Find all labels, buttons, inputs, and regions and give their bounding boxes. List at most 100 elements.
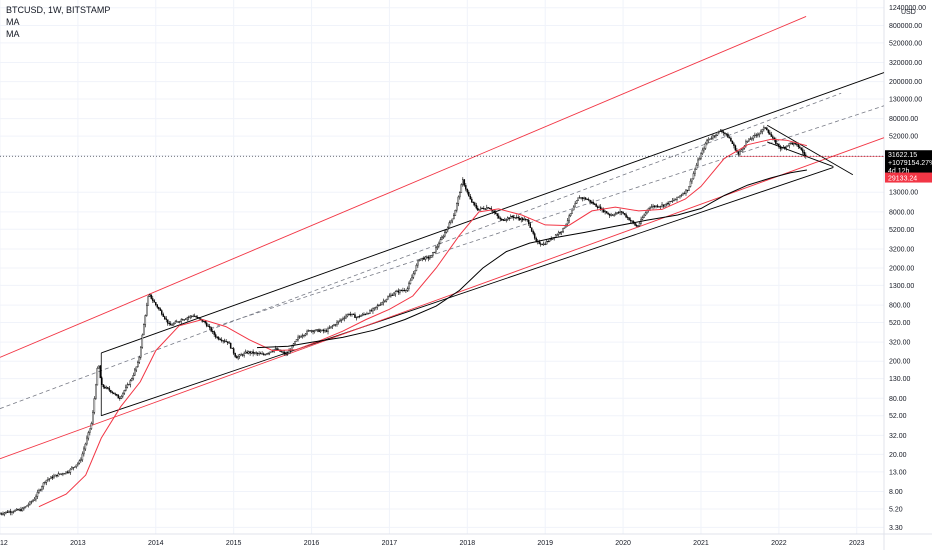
candle-body [433,251,436,253]
candle-body [508,217,511,219]
candle-body [271,350,274,352]
candle-body [387,296,389,300]
candle-body [469,195,472,200]
candle-body [172,323,175,326]
candle-body [3,512,6,515]
candle-body [123,390,126,394]
candle-body [683,192,686,194]
indicator-label-ma-1[interactable]: MA [6,17,20,27]
candle-body [303,334,305,336]
candle-body [758,132,761,135]
candle-body [357,316,359,318]
last-change-label: +1079154.27% [888,160,932,167]
candle-body [556,234,558,236]
candle-body [285,353,287,355]
candle-body [583,197,585,199]
candle-body [605,211,608,214]
candle-body [390,294,392,297]
candle-body [614,213,617,216]
candle-body [544,243,546,245]
candle-body [334,324,337,326]
candle-body [178,321,181,323]
candle-body [268,351,271,354]
y-tick-label: 5.20 [889,506,903,513]
candle-body [72,467,75,469]
candle-body [593,203,596,205]
candle-body [244,351,247,354]
candle-body [527,219,530,224]
candle-body [703,148,705,151]
candle-body [619,211,621,214]
candle-body [424,256,427,260]
candle-body [164,316,166,319]
candle-body [686,189,689,191]
candle-body [83,448,85,455]
candle-body [126,384,129,388]
candle-body [234,353,236,357]
candle-body [68,471,70,473]
candle-body [291,345,293,351]
candle-body [336,321,338,325]
candle-body [283,352,286,355]
candle-body [168,323,171,325]
candle-body [345,315,347,319]
candle-body [439,239,442,245]
candle-body [358,316,361,318]
candle-body [330,326,332,329]
candle-body [610,214,612,216]
candle-body [411,277,413,281]
candle-body [701,149,704,155]
candle-body [324,330,326,332]
candle-body [213,331,215,335]
candle-body [110,390,112,393]
candle-body [436,246,439,249]
x-tick-label: 2019 [537,540,553,547]
candle-body [119,397,121,399]
candle-body [214,334,217,338]
candle-body [441,237,443,240]
candle-body [6,511,9,513]
y-tick-label: 800000.00 [889,23,922,30]
candle-body [727,133,729,138]
candle-body [399,289,401,293]
candle-body [231,347,233,349]
candle-body [288,350,290,354]
candle-body [186,317,188,320]
candle-body [220,339,223,341]
candle-body [613,214,615,216]
candle-body [276,348,278,351]
candle-body [5,511,7,514]
candle-body [258,353,260,355]
candle-body [799,146,801,149]
candle-body [408,283,410,289]
candle-body [453,215,455,220]
indicator-label-ma-2[interactable]: MA [6,29,20,39]
candle-body [309,330,311,332]
trendline [101,166,834,417]
candle-body [300,336,302,338]
candle-body [379,304,382,306]
candle-body [731,140,734,145]
candle-body [692,173,695,179]
candle-body [529,223,531,228]
candle-body [499,217,502,220]
candle-body [728,137,731,139]
candle-body [406,288,409,291]
candle-body [456,203,458,211]
candle-body [143,324,145,336]
y-tick-label: 3200.00 [889,246,914,253]
candle-body [382,300,385,303]
x-tick-label: 2023 [849,540,865,547]
candle-body [12,511,15,513]
candle-body [590,201,593,203]
candle-body [658,206,660,208]
candle-body [26,505,28,507]
candle-body [282,351,284,353]
candle-body [562,227,564,232]
candle-body [444,232,446,237]
candle-body [689,180,692,187]
candle-body [66,471,69,473]
candle-body [742,148,744,150]
